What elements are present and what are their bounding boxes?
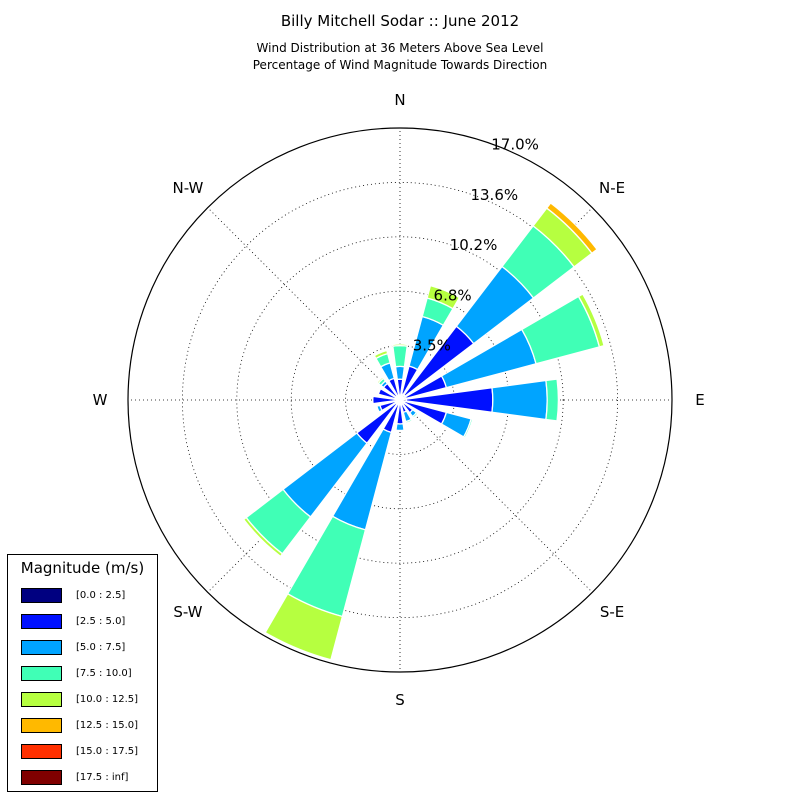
legend-swatch <box>21 614 62 629</box>
wind-bar-segment <box>264 592 344 661</box>
wind-bar-segment <box>491 379 548 421</box>
wind-bar-segment <box>376 376 385 385</box>
wind-bar-segment <box>394 365 406 381</box>
legend-label: [7.5 : 10.0] <box>76 668 132 679</box>
chart-subtitle-line1: Wind Distribution at 36 Meters Above Sea… <box>256 41 544 55</box>
wind-bar-segment <box>411 411 419 419</box>
wind-bar-segment <box>242 516 284 558</box>
grid-circle <box>236 236 564 564</box>
direction-label: S-E <box>600 603 624 621</box>
wind-bar-segment <box>372 395 398 405</box>
wind-bar-segment <box>377 387 399 400</box>
legend-label: [12.5 : 15.0] <box>76 720 139 731</box>
wind-rose-bars <box>242 202 605 661</box>
wind-bar-segment <box>545 378 559 422</box>
radial-tick-label: 10.2% <box>450 236 498 254</box>
legend-swatch <box>21 640 62 655</box>
legend-label: [2.5 : 5.0] <box>76 616 126 627</box>
wind-bar-segment <box>395 423 405 432</box>
direction-label: S-W <box>173 603 202 621</box>
grid-circle <box>290 290 510 510</box>
wind-bar-segment <box>545 202 598 255</box>
wind-bar-segment <box>373 349 389 360</box>
radial-tick-label: 13.6% <box>470 186 518 204</box>
legend-swatch <box>21 588 62 603</box>
legend-swatch <box>21 692 62 707</box>
radial-tick-label: 6.8% <box>434 287 472 305</box>
grid-circle <box>181 181 619 619</box>
chart-subtitle-line2: Percentage of Wind Magnitude Towards Dir… <box>252 58 548 72</box>
direction-label: E <box>695 391 704 409</box>
wind-bar-segment <box>577 293 605 348</box>
direction-label: W <box>93 391 108 409</box>
legend-label: [17.5 : inf] <box>76 772 129 783</box>
wind-bar-segment <box>376 404 383 413</box>
wind-bar-segment <box>404 418 413 424</box>
legend-swatch <box>21 744 62 759</box>
wind-bar-segment <box>426 284 461 310</box>
wind-bar-segment <box>462 418 474 439</box>
direction-label: N-E <box>599 179 625 197</box>
legend-title: Magnitude (m/s) <box>20 559 145 577</box>
outer-circle <box>127 127 673 673</box>
legend-label: [0.0 : 2.5] <box>76 590 126 601</box>
polar-axis: N N-E E S-E S S-W W N-W 3.5% 6.8% 10.2% 13.6% 17.0% <box>93 91 705 709</box>
legend-label: [5.0 : 7.5] <box>76 642 126 653</box>
direction-label: S <box>395 691 405 709</box>
wind-bar-segment <box>391 343 409 347</box>
direction-label: N-W <box>172 179 203 197</box>
direction-label: N <box>394 91 405 109</box>
wind-bar-segment <box>392 344 408 368</box>
radial-gridline <box>399 399 593 593</box>
legend-swatch <box>21 666 62 681</box>
legend-swatch <box>21 718 62 733</box>
legend-swatch <box>21 770 62 785</box>
legend-label: [10.0 : 12.5] <box>76 694 139 705</box>
radial-gridline <box>207 207 401 401</box>
radial-tick-label: 3.5% <box>413 337 451 355</box>
radial-tick-label: 17.0% <box>491 136 539 154</box>
legend-label: [15.0 : 17.5] <box>76 746 139 757</box>
legend: Magnitude (m/s) [0.0 : 2.5] [2.5 : 5.0] … <box>7 554 158 792</box>
chart-title: Billy Mitchell Sodar :: June 2012 <box>280 12 520 30</box>
